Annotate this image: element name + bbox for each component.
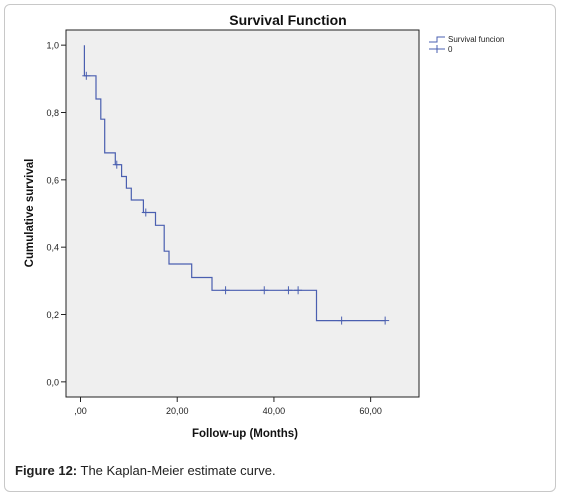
plot-area [65,29,420,398]
y-tick-label-4: 0,8 [46,108,59,118]
figure-caption: Figure 12: The Kaplan-Meier estimate cur… [15,463,276,478]
x-axis-label: Follow-up (Months) [192,428,298,440]
censor-mark-2 [141,208,150,217]
legend-censor-symbol [429,45,445,53]
legend: Survival funcion 0 [429,35,504,54]
censor-mark-6 [294,286,303,295]
y-axis-ticks: 0,0 0,2 0,4 0,6 0,8 1,0 [46,41,66,387]
y-tick-label-5: 1,0 [46,41,59,51]
chart-title: Survival Function [229,12,346,28]
x-tick-label-1: 20,00 [166,406,189,416]
censor-mark-4 [260,286,269,295]
censor-mark-0 [82,71,91,80]
y-axis-label: Cumulative survival [24,159,36,268]
km-step-curve [83,45,386,322]
x-tick-label-3: 60,00 [359,406,382,416]
x-axis-ticks: ,00 20,00 40,00 60,00 [74,397,382,416]
legend-step-symbol [429,36,445,43]
censor-mark-7 [337,316,346,325]
censored-marks [82,71,390,325]
legend-entry-survival: Survival funcion [448,35,504,44]
caption-text: The Kaplan-Meier estimate curve. [77,463,276,478]
censor-mark-8 [381,316,390,325]
caption-label: Figure 12: [15,463,78,478]
y-tick-label-3: 0,6 [46,175,59,185]
censor-mark-3 [221,286,230,295]
legend-entry-censored: 0 [448,45,453,54]
censor-mark-5 [284,286,293,295]
censor-mark-1 [112,160,121,169]
x-tick-label-2: 40,00 [263,406,286,416]
y-tick-label-1: 0,2 [46,310,59,320]
y-tick-label-2: 0,4 [46,243,59,253]
y-tick-label-0: 0,0 [46,377,59,387]
x-tick-label-0: ,00 [74,406,87,416]
